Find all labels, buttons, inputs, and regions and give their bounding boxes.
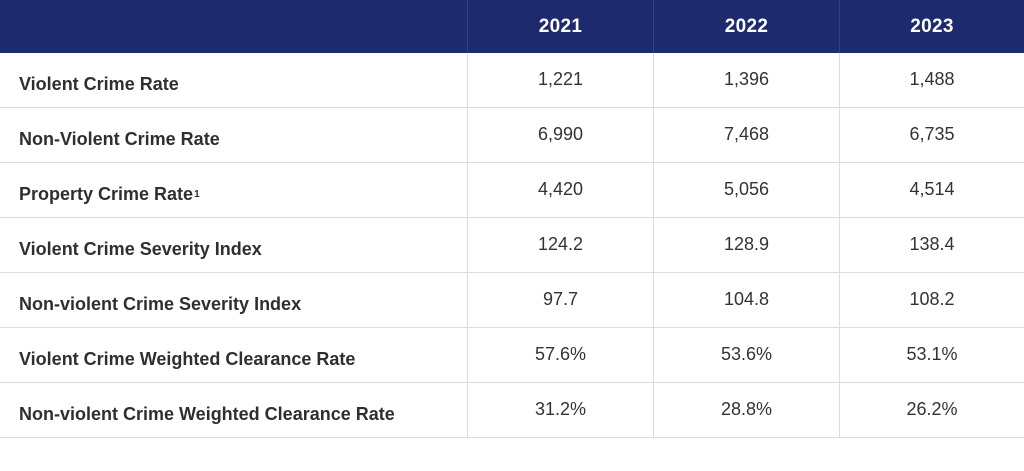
value-cell: 108.2 (839, 273, 1024, 327)
header-year-2022: 2022 (653, 0, 839, 53)
row-label-text: Non-violent Crime Weighted Clearance Rat… (19, 403, 395, 424)
row-label: Violent Crime Severity Index (0, 218, 467, 272)
value-cell: 26.2% (839, 383, 1024, 437)
row-label-text: Violent Crime Weighted Clearance Rate (19, 348, 356, 369)
value-cell: 4,514 (839, 163, 1024, 217)
value-cell: 138.4 (839, 218, 1024, 272)
table-row: Non-violent Crime Severity Index 97.7 10… (0, 273, 1024, 328)
row-label: Property Crime Rate 1 (0, 163, 467, 217)
footnote-marker: 1 (194, 188, 200, 200)
value-cell: 31.2% (467, 383, 653, 437)
row-label-text: Non-violent Crime Severity Index (19, 293, 302, 314)
header-corner-cell (0, 0, 467, 53)
value-cell: 28.8% (653, 383, 839, 437)
table-row: Violent Crime Rate 1,221 1,396 1,488 (0, 53, 1024, 108)
value-cell: 104.8 (653, 273, 839, 327)
crime-statistics-table: 2021 2022 2023 Violent Crime Rate 1,221 … (0, 0, 1024, 438)
value-cell: 7,468 (653, 108, 839, 162)
value-cell: 97.7 (467, 273, 653, 327)
header-year-2023: 2023 (839, 0, 1024, 53)
table-header-row: 2021 2022 2023 (0, 0, 1024, 53)
row-label-text: Violent Crime Rate (19, 73, 179, 94)
table-row: Property Crime Rate 1 4,420 5,056 4,514 (0, 163, 1024, 218)
value-cell: 1,488 (839, 53, 1024, 107)
value-cell: 6,735 (839, 108, 1024, 162)
row-label: Non-violent Crime Weighted Clearance Rat… (0, 383, 467, 437)
row-label: Violent Crime Weighted Clearance Rate (0, 328, 467, 382)
value-cell: 6,990 (467, 108, 653, 162)
value-cell: 5,056 (653, 163, 839, 217)
value-cell: 1,396 (653, 53, 839, 107)
value-cell: 53.1% (839, 328, 1024, 382)
row-label-text: Property Crime Rate (19, 183, 194, 204)
row-label-text: Non-Violent Crime Rate (19, 128, 220, 149)
value-cell: 4,420 (467, 163, 653, 217)
table-row: Non-Violent Crime Rate 6,990 7,468 6,735 (0, 108, 1024, 163)
table-row: Violent Crime Weighted Clearance Rate 57… (0, 328, 1024, 383)
row-label: Non-Violent Crime Rate (0, 108, 467, 162)
value-cell: 128.9 (653, 218, 839, 272)
value-cell: 57.6% (467, 328, 653, 382)
row-label-text: Violent Crime Severity Index (19, 238, 262, 259)
value-cell: 1,221 (467, 53, 653, 107)
table-row: Non-violent Crime Weighted Clearance Rat… (0, 383, 1024, 438)
table-row: Violent Crime Severity Index 124.2 128.9… (0, 218, 1024, 273)
row-label: Non-violent Crime Severity Index (0, 273, 467, 327)
header-year-2021: 2021 (467, 0, 653, 53)
row-label: Violent Crime Rate (0, 53, 467, 107)
value-cell: 53.6% (653, 328, 839, 382)
value-cell: 124.2 (467, 218, 653, 272)
